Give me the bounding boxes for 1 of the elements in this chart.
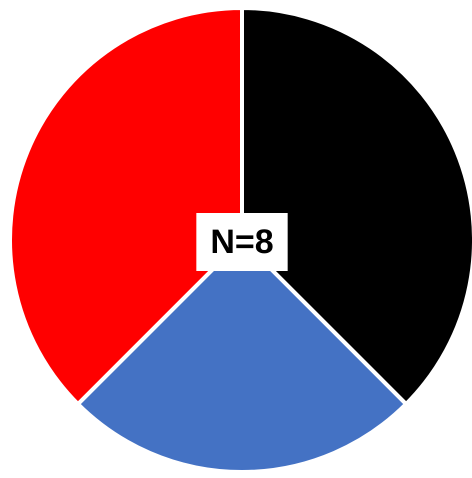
text: N=8: [210, 223, 274, 261]
